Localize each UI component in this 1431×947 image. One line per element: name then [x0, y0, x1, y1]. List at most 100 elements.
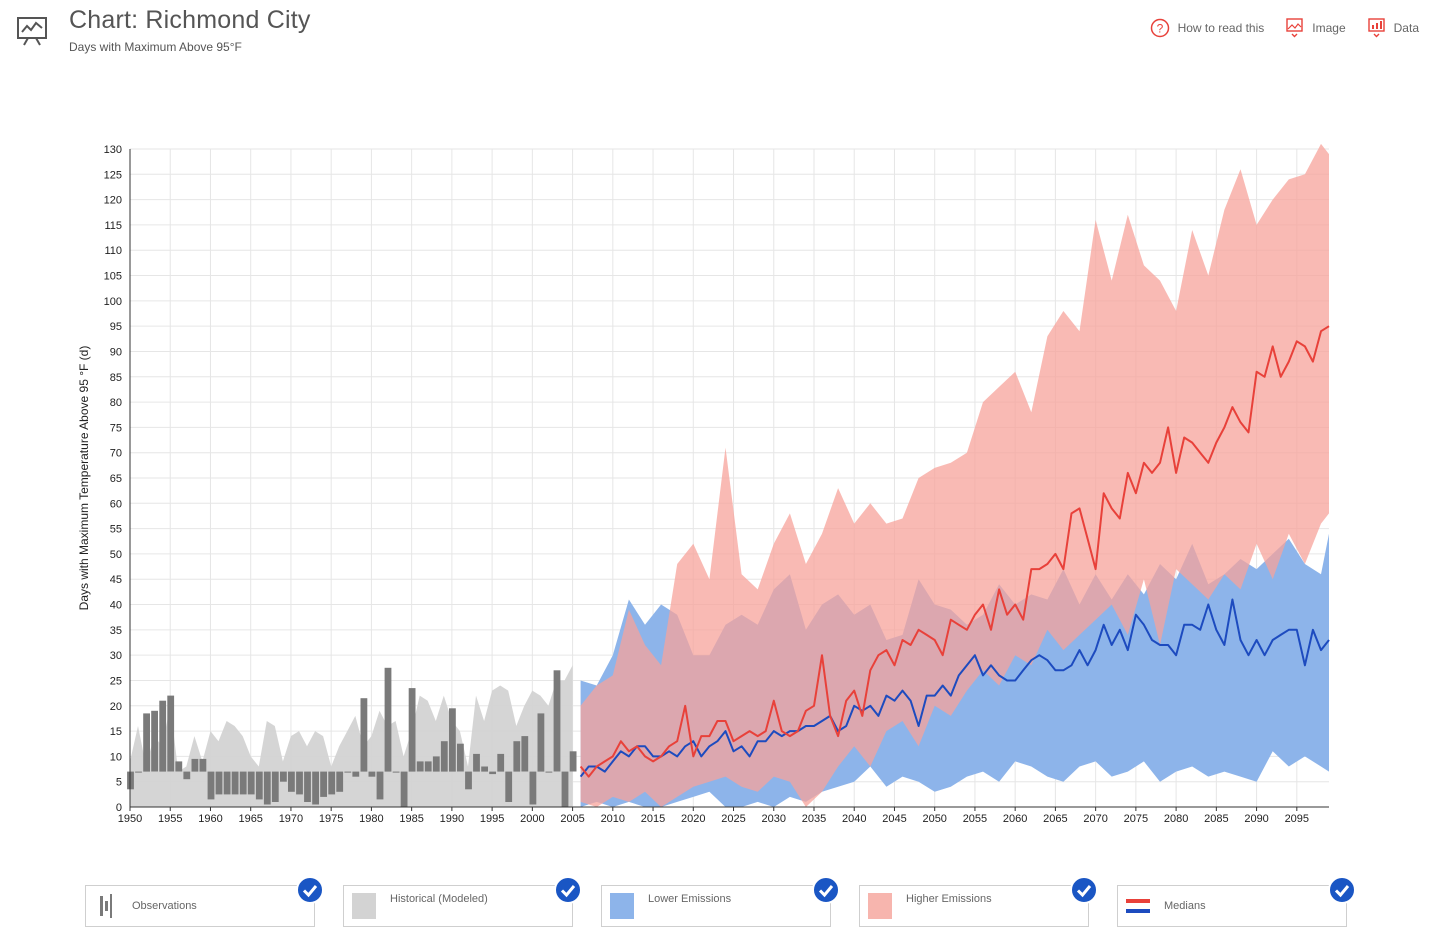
y-tick-label: 75 — [110, 422, 122, 434]
legend-higher-emissions[interactable]: Higher Emissions — [859, 876, 1098, 927]
y-tick-label: 110 — [104, 245, 122, 257]
observation-bar — [304, 771, 311, 802]
observation-bar — [376, 771, 384, 800]
observation-bar — [151, 710, 158, 772]
observation-bar — [489, 771, 496, 775]
x-tick-label: 2050 — [922, 813, 946, 825]
how-to-read-button[interactable]: ? How to read this — [1150, 18, 1265, 38]
observation-bar — [457, 743, 464, 772]
data-icon — [1367, 18, 1385, 38]
observation-bar — [529, 771, 537, 805]
higher-median-line — [579, 325, 1330, 778]
legend-medians-label: Medians — [1164, 900, 1206, 912]
y-tick-label: 35 — [110, 625, 122, 637]
check-icon[interactable] — [812, 876, 840, 904]
x-tick-label: 1975 — [319, 813, 343, 825]
legend-lower-emissions[interactable]: Lower Emissions — [601, 876, 840, 927]
observation-bar — [505, 771, 513, 802]
x-tick-label: 2070 — [1083, 813, 1107, 825]
x-tick-label: 2080 — [1164, 813, 1188, 825]
x-tick-label: 1970 — [279, 813, 303, 825]
observation-bar — [553, 670, 561, 772]
y-tick-label: 45 — [110, 574, 122, 586]
observation-bar — [223, 771, 231, 795]
observation-bar — [312, 771, 319, 805]
x-tick-label: 2055 — [963, 813, 987, 825]
y-tick-label: 0 — [116, 802, 122, 814]
y-tick-label: 120 — [104, 195, 122, 207]
observation-bar — [255, 771, 263, 800]
x-tick-label: 2065 — [1043, 813, 1067, 825]
observation-bar — [288, 771, 295, 792]
observation-bar — [481, 766, 488, 772]
observation-bar — [336, 771, 344, 792]
svg-text:?: ? — [1156, 22, 1163, 36]
y-tick-label: 70 — [110, 448, 122, 460]
data-label: Data — [1393, 21, 1419, 35]
image-download-button[interactable]: Image — [1286, 18, 1346, 38]
check-icon[interactable] — [1328, 876, 1356, 904]
legend-higher-label: Higher Emissions — [906, 893, 992, 905]
medians-swatch-icon — [1126, 899, 1150, 913]
legend-historical[interactable]: Historical (Modeled) — [343, 876, 582, 927]
observation-bar — [247, 771, 255, 795]
observation-bar — [368, 771, 376, 777]
x-tick-label: 1980 — [359, 813, 383, 825]
observation-bar — [408, 688, 416, 772]
y-tick-label: 90 — [110, 346, 122, 358]
observation-bar — [424, 761, 432, 772]
observation-bar — [239, 771, 247, 795]
y-tick-label: 40 — [110, 600, 122, 612]
check-icon[interactable] — [1070, 876, 1098, 904]
observation-bar — [280, 771, 287, 782]
observation-bar — [537, 713, 545, 772]
x-tick-label: 2060 — [1003, 813, 1027, 825]
x-tick-label: 2000 — [520, 813, 544, 825]
x-tick-label: 2045 — [882, 813, 906, 825]
observation-bar — [159, 700, 167, 772]
observation-bar — [392, 771, 400, 773]
observation-bar — [296, 771, 303, 795]
observation-bar — [191, 758, 199, 772]
x-tick-label: 2075 — [1124, 813, 1148, 825]
observation-bar — [167, 695, 175, 772]
check-icon[interactable] — [554, 876, 582, 904]
higher-swatch — [868, 893, 892, 919]
y-tick-label: 10 — [110, 751, 122, 763]
x-tick-label: 1965 — [238, 813, 262, 825]
x-tick-label: 2015 — [641, 813, 665, 825]
observation-bar — [384, 667, 392, 772]
y-tick-label: 65 — [110, 473, 122, 485]
x-tick-label: 1955 — [158, 813, 182, 825]
observation-bar — [207, 771, 215, 800]
x-tick-label: 2085 — [1204, 813, 1228, 825]
check-icon[interactable] — [296, 876, 324, 904]
legend: Observations Historical (Modeled) Lower … — [85, 876, 1356, 927]
legend-observations[interactable]: Observations — [85, 876, 324, 927]
page-subtitle: Days with Maximum Above 95°F — [69, 40, 242, 54]
observation-bar — [360, 698, 368, 772]
observation-bar — [400, 771, 408, 807]
observation-bar — [328, 771, 336, 795]
y-tick-label: 85 — [110, 372, 122, 384]
y-axis-label: Days with Maximum Temperature Above 95 °… — [77, 346, 91, 611]
how-to-read-label: How to read this — [1177, 21, 1265, 35]
observation-bar — [432, 756, 440, 772]
x-tick-label: 1995 — [480, 813, 504, 825]
legend-historical-label: Historical (Modeled) — [390, 893, 488, 905]
x-tick-label: 1960 — [198, 813, 222, 825]
x-tick-label: 2020 — [681, 813, 705, 825]
lower-median-line — [579, 598, 1330, 778]
legend-medians[interactable]: Medians — [1117, 876, 1356, 927]
x-tick-label: 2090 — [1244, 813, 1268, 825]
image-icon — [1286, 18, 1303, 38]
y-tick-label: 80 — [110, 397, 122, 409]
observation-bar — [569, 751, 577, 772]
data-download-button[interactable]: Data — [1367, 18, 1419, 38]
x-tick-label: 1990 — [440, 813, 464, 825]
x-tick-label: 2010 — [601, 813, 625, 825]
y-tick-label: 15 — [110, 726, 122, 738]
x-tick-label: 2035 — [802, 813, 826, 825]
legend-observations-label: Observations — [132, 900, 197, 912]
temperature-chart: 0510152025303540455055606570758085909510… — [77, 143, 1330, 825]
